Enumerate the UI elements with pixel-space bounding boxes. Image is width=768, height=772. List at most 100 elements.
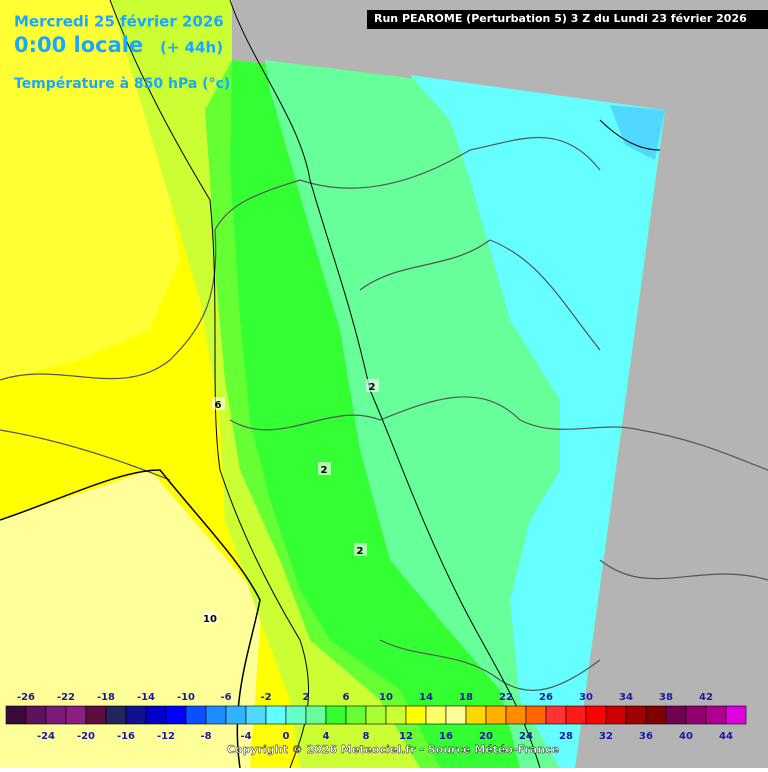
zone-cyan [410,75,665,768]
legend-tick-label: 8 [363,731,370,742]
time-text: 0:00 locale [14,33,143,57]
border-line [0,429,768,581]
legend-tick-label: 12 [399,731,413,742]
legend-swatch [45,705,67,725]
legend-tick-label: -12 [157,731,175,742]
legend-tick-label: 0 [283,731,290,742]
contour-line [0,469,261,769]
contour-line [599,119,661,151]
border-line [379,639,601,691]
legend-tick-label: 10 [379,692,393,703]
legend-tick-label: -8 [200,731,211,742]
legend-swatch [425,705,447,725]
zone-yellow-light [0,0,180,380]
legend-swatch [505,705,527,725]
legend-tick-label: 4 [323,731,330,742]
legend-tick-label: 42 [699,692,713,703]
contour-label-bg [212,397,225,410]
contour-label: 2 [321,465,328,476]
legend-swatch [585,705,607,725]
legend-tick-label: -18 [97,692,115,703]
border-line [299,137,601,189]
legend-swatch [605,705,627,725]
legend-swatch [565,705,587,725]
legend-tick-label: -14 [137,692,155,703]
border-line [0,179,301,381]
legend-swatch [685,705,707,725]
legend-swatch [265,705,287,725]
legend-swatch [445,705,467,725]
legend-swatch [125,705,147,725]
legend-swatch [285,705,307,725]
legend-swatch [665,705,687,725]
legend-swatch [485,705,507,725]
legend-tick-label: 44 [719,731,733,742]
legend-swatch [145,705,167,725]
legend-swatch [105,705,127,725]
contour-label: 10 [203,614,217,625]
legend-swatch [245,705,267,725]
legend-swatch [625,705,647,725]
legend-tick-label: 6 [343,692,350,703]
legend-tick-label: 22 [499,692,513,703]
legend-tick-label: 18 [459,692,473,703]
legend-swatch [165,705,187,725]
legend-tick-label: -26 [17,692,35,703]
legend-tick-label: 16 [439,731,453,742]
contour-label: 2 [369,382,376,393]
legend-tick-label: 34 [619,692,633,703]
contour-label: 2 [357,546,364,557]
zone-pale-yellow [0,470,262,768]
lead-text: (+ 44h) [160,39,223,57]
legend-swatch [305,705,327,725]
legend-swatch [525,705,547,725]
legend-swatch [645,705,667,725]
legend-tick-label: 38 [659,692,673,703]
legend-swatch [325,705,347,725]
legend-swatch [225,705,247,725]
legend-tick-label: 40 [679,731,693,742]
legend-tick-label: -24 [37,731,55,742]
copyright: Copyright © 2026 Meteociel.fr - Source M… [227,743,559,756]
contour-line [109,0,310,769]
legend-swatch [405,705,427,725]
contour-label: 6 [215,400,222,411]
contour-label-bg [354,543,367,556]
legend-tick-label: 32 [599,731,613,742]
legend-swatch [85,705,107,725]
legend-swatch [25,705,47,725]
contour-label-bg [366,379,379,392]
legend-tick-label: 24 [519,731,533,742]
legend-tick-label: -4 [240,731,251,742]
run-text: Run PEAROME (Perturbation 5) 3 Z du Lund… [374,12,747,25]
border-line [359,239,601,351]
color-legend: -26-24-22-20-18-16-14-12-10-8-6-4-202468… [5,692,747,742]
legend-swatch [365,705,387,725]
legend-swatch [465,705,487,725]
legend-swatch [705,705,727,725]
legend-tick-label: 30 [579,692,593,703]
legend-tick-label: -10 [177,692,195,703]
borders [0,137,768,691]
contour-label-bg [204,611,217,624]
legend-tick-label: -16 [117,731,135,742]
legend-tick-label: -2 [260,692,271,703]
contour-labels: 2 6 2 2 10 [203,379,379,625]
legend-tick-label: 2 [303,692,310,703]
legend-swatch [545,705,567,725]
legend-swatch [185,705,207,725]
legend-tick-label: 28 [559,731,573,742]
legend-tick-label: 36 [639,731,653,742]
legend-tick-label: 20 [479,731,493,742]
legend-tick-label: -22 [57,692,75,703]
zone-light-blue [610,105,665,160]
legend-swatch [205,705,227,725]
variable-text: Température à 850 hPa (°c) [14,76,230,92]
legend-tick-label: -20 [77,731,95,742]
legend-tick-label: 26 [539,692,553,703]
contour-label-bg [318,462,331,475]
legend-tick-label: -6 [220,692,231,703]
legend-tick-label: 14 [419,692,433,703]
